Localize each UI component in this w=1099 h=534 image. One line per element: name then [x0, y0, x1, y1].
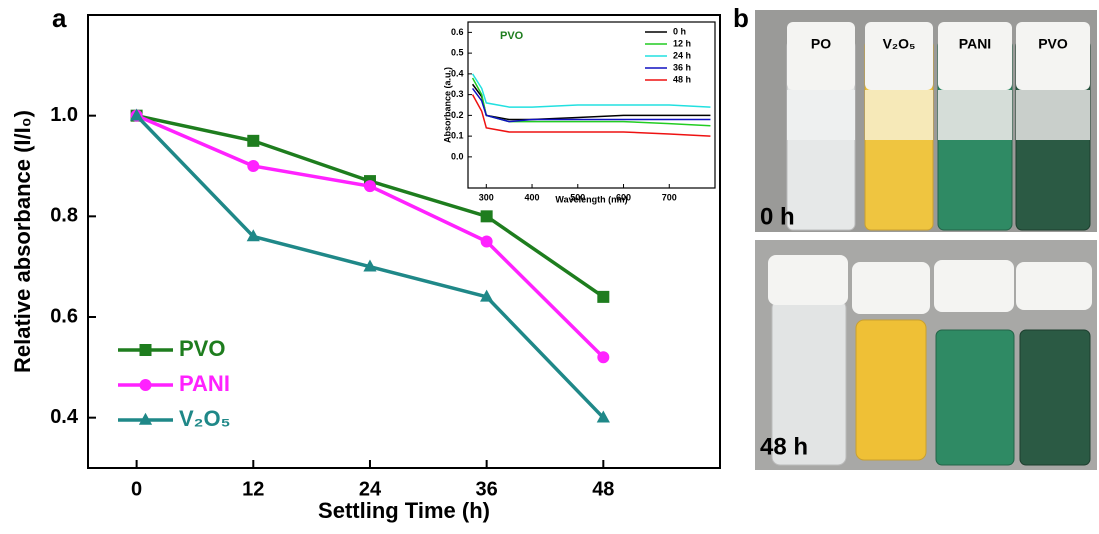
vial-label: PVO: [1038, 36, 1068, 52]
vial-label: PANI: [959, 36, 991, 52]
x-tick-label: 700: [662, 192, 677, 202]
y-tick-label: 0.4: [50, 406, 79, 428]
time-label: 0 h: [760, 203, 795, 230]
y-tick-label: 0.1: [451, 131, 464, 141]
marker: [363, 180, 376, 193]
photo-bottom: 48 h: [755, 240, 1097, 470]
x-axis-label: Settling Time (h): [318, 498, 490, 523]
vial-cap: [787, 22, 855, 90]
vial-neck: [865, 90, 933, 140]
x-tick-label: 12: [242, 478, 264, 500]
legend-label: 36 h: [673, 62, 691, 72]
marker: [138, 412, 153, 425]
vial: [855, 319, 927, 461]
legend-label: PANI: [179, 371, 230, 396]
legend-label: 24 h: [673, 50, 691, 60]
marker: [246, 229, 260, 242]
vial-cap: [865, 22, 933, 90]
y-axis-label: Absorbance (a.u.): [442, 67, 452, 143]
x-tick-label: 24: [359, 478, 382, 500]
vial-cap: [852, 262, 930, 314]
vial-neck: [787, 90, 855, 140]
vial-cap: [934, 260, 1014, 312]
series-line: [471, 87, 711, 123]
marker: [480, 210, 493, 223]
x-tick-label: 600: [616, 192, 631, 202]
y-axis-label: Relative absorbance (I/I₀): [10, 110, 35, 373]
vial: [935, 329, 1015, 466]
x-tick-label: 400: [525, 192, 540, 202]
y-tick-label: 0.3: [451, 89, 464, 99]
marker: [247, 134, 260, 147]
legend-label: V₂O₅: [179, 406, 231, 431]
x-tick-label: 48: [592, 478, 614, 500]
marker: [139, 344, 152, 356]
marker: [596, 410, 610, 423]
vial-neck: [1016, 90, 1090, 140]
vial-label: V₂O₅: [883, 36, 916, 52]
vial-cap: [1016, 262, 1092, 310]
y-tick-label: 0.6: [451, 27, 464, 37]
y-tick-label: 0.0: [451, 151, 464, 161]
inset-title: PVO: [500, 30, 524, 42]
legend-label: PVO: [179, 336, 225, 361]
marker: [130, 108, 144, 121]
marker: [247, 160, 260, 172]
marker: [597, 290, 610, 303]
y-tick-label: 0.5: [451, 48, 464, 58]
time-label: 48 h: [760, 433, 808, 460]
vial-label: PO: [811, 36, 831, 52]
vial-cap: [1016, 22, 1090, 90]
y-tick-label: 0.8: [50, 205, 78, 227]
x-axis-label: Wavelength (nm): [555, 194, 627, 204]
series-line: [471, 77, 711, 127]
legend-label: 12 h: [673, 38, 691, 48]
panel-label: b: [733, 3, 749, 33]
vial: [1019, 329, 1091, 466]
series-line: [471, 73, 711, 108]
y-tick-label: 1.0: [50, 104, 78, 126]
vial-neck: [938, 90, 1012, 140]
y-tick-label: 0.2: [451, 110, 464, 120]
marker: [363, 259, 377, 272]
x-tick-label: 300: [479, 192, 494, 202]
legend-label: 0 h: [673, 26, 686, 36]
marker: [480, 235, 493, 248]
marker: [139, 379, 152, 391]
x-tick-label: 36: [476, 478, 498, 500]
photo-top: PO V₂O₅ PANI PVO 0 h: [755, 10, 1097, 232]
series-line: [471, 94, 711, 137]
panel-label: a: [52, 3, 67, 33]
vial-cap: [938, 22, 1012, 90]
marker: [597, 351, 610, 364]
y-tick-label: 0.6: [50, 305, 78, 327]
vial-cap: [768, 255, 848, 305]
y-tick-label: 0.4: [451, 68, 464, 78]
x-tick-label: 0: [131, 478, 142, 500]
x-tick-label: 500: [570, 192, 585, 202]
marker: [480, 289, 494, 302]
legend-label: 48 h: [673, 74, 691, 84]
